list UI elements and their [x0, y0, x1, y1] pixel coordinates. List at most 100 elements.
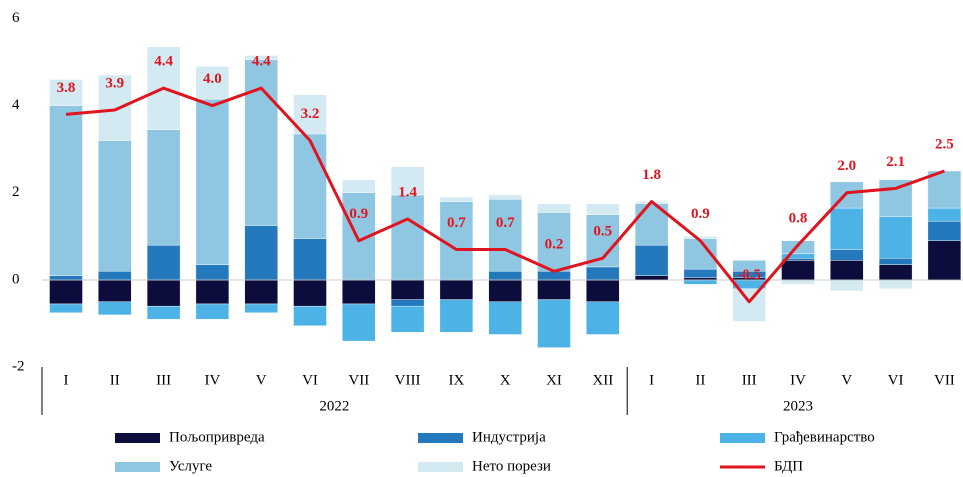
bar-segment: [146, 279, 181, 307]
legend-label: Нето порези: [472, 458, 551, 474]
value-label: 0.7: [496, 215, 515, 231]
bar-segment: [390, 279, 425, 300]
x-tick-label: X: [500, 372, 511, 388]
x-tick-label: XI: [546, 372, 562, 388]
x-tick-label: V: [256, 372, 267, 388]
bar-segment: [390, 166, 425, 196]
bar-segment: [683, 236, 718, 239]
bar-segment: [342, 179, 376, 194]
bar-segment: [195, 66, 230, 100]
x-tick-label: III: [156, 372, 171, 388]
bar-segment: [830, 249, 864, 261]
x-tick-label: I: [64, 372, 69, 388]
bar-segment: [342, 192, 376, 281]
bar-segment: [781, 279, 815, 285]
x-tick-label: VI: [302, 372, 318, 388]
value-label: 0.2: [545, 237, 564, 253]
x-tick-label: I: [649, 372, 654, 388]
bar-segment: [293, 305, 327, 326]
group-label: 2023: [783, 398, 813, 414]
value-label: 3.2: [301, 106, 320, 122]
bar-segment: [244, 225, 278, 281]
legend-swatch: [418, 462, 463, 472]
bar-segment: [878, 279, 913, 289]
bar-segment: [342, 279, 376, 305]
y-tick-label: 4: [12, 97, 20, 113]
x-tick-label: IV: [790, 372, 806, 388]
bar-segment: [195, 303, 230, 320]
bar-segment: [488, 279, 522, 302]
bar-segment: [146, 129, 181, 246]
legend-label: БДП: [774, 458, 803, 474]
y-tick-label: -2: [12, 359, 25, 375]
value-label: 1.8: [642, 167, 661, 183]
bar-segment: [683, 268, 718, 279]
x-tick-label: II: [695, 372, 705, 388]
bar-segment: [439, 279, 474, 300]
line: [65, 86, 945, 304]
value-label: 3.9: [105, 75, 124, 91]
bar-segment: [488, 271, 522, 281]
bar-segment: [390, 299, 425, 307]
bar-segment: [830, 260, 864, 281]
bar-segment: [98, 301, 132, 316]
bar-segment: [537, 279, 571, 300]
bar-segment: [244, 59, 278, 226]
legend-label: Пољопривреда: [169, 429, 265, 445]
value-label: 4.4: [154, 54, 173, 70]
value-label: -0.5: [737, 267, 761, 283]
bar-segment: [390, 194, 425, 281]
bar-segment: [293, 279, 327, 307]
bar-segment: [49, 303, 83, 313]
y-tick-label: 2: [12, 184, 20, 200]
x-tick-label: VII: [348, 372, 369, 388]
bar-segment: [537, 212, 571, 272]
bar-segment: [244, 279, 278, 305]
x-tick-label: VII: [934, 372, 955, 388]
bar-segment: [488, 301, 522, 335]
bar-segment: [439, 299, 474, 333]
bar-segment: [634, 244, 669, 276]
bar-segment: [49, 275, 83, 281]
x-tick-label: V: [841, 372, 852, 388]
bar-segment: [146, 305, 181, 320]
bar-segment: [732, 288, 766, 322]
x-tick-label: III: [742, 372, 757, 388]
bar-segment: [927, 220, 962, 241]
bar-segment: [586, 301, 620, 335]
bar-segment: [927, 207, 962, 222]
bar-segment: [830, 207, 864, 250]
bar-segment: [98, 74, 132, 141]
bar-segment: [586, 266, 620, 281]
bar-segment: [878, 258, 913, 265]
bar-segment: [195, 264, 230, 281]
bar-segment: [927, 240, 962, 281]
legend-label: Грађевинарство: [774, 429, 875, 445]
bar-segment: [98, 271, 132, 281]
value-label: 0.7: [447, 215, 466, 231]
bar-segment: [98, 279, 132, 302]
value-label: 4.0: [203, 71, 222, 87]
x-tick-label: IX: [448, 372, 464, 388]
y-tick-label: 0: [12, 271, 20, 287]
bar-segment: [878, 264, 913, 281]
value-label: 0.9: [349, 206, 368, 222]
bar-segment: [488, 194, 522, 200]
bar-segment: [927, 170, 962, 209]
x-tick-label: XII: [592, 372, 613, 388]
bar-segment: [195, 279, 230, 305]
value-label: 4.4: [252, 54, 271, 70]
legend-swatch: [720, 433, 765, 443]
value-label: 2.5: [935, 136, 954, 152]
bar-segment: [293, 238, 327, 281]
value-label: 1.4: [398, 184, 417, 200]
bar-segment: [244, 55, 278, 61]
legend-swatch: [115, 433, 160, 443]
bar-segment: [439, 196, 474, 202]
group-label: 2022: [319, 398, 349, 414]
legend-swatch: [115, 462, 160, 472]
x-tick-label: II: [110, 372, 120, 388]
bar-segment: [195, 98, 230, 265]
value-label: 2.0: [837, 158, 856, 174]
